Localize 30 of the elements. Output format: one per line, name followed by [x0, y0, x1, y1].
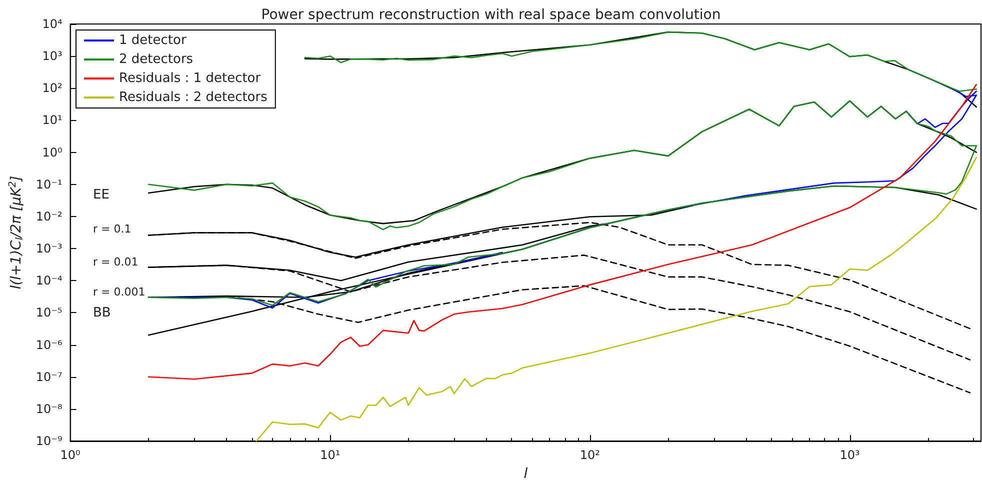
- annotation: r = 0.01: [93, 256, 138, 268]
- legend-label: Residuals : 1 detector: [119, 71, 262, 86]
- legend-label: 1 detector: [119, 33, 187, 48]
- chart-title: Power spectrum reconstruction with real space beam convolution: [261, 7, 721, 23]
- x-tick-label: 10³: [840, 448, 860, 462]
- annotation: r = 0.1: [93, 222, 132, 236]
- y-axis-title: l(l+1)Cl/2π [μK2]: [8, 176, 26, 290]
- annotation: r = 0.001: [93, 286, 146, 298]
- y-tick-label: 10⁻¹: [36, 177, 62, 192]
- y-tick-label: 10⁻⁸: [36, 402, 62, 416]
- annotation: BB: [93, 306, 111, 320]
- annotation: EE: [93, 188, 110, 202]
- legend-label: 2 detectors: [119, 52, 194, 67]
- y-tick-label: 10¹: [42, 113, 62, 128]
- x-tick-label: 10²: [580, 448, 600, 462]
- legend-label: Residuals : 2 detectors: [119, 90, 268, 105]
- y-tick-label: 10⁻⁵: [36, 306, 62, 320]
- x-tick-label: 10¹: [320, 448, 340, 462]
- y-tick-label: 10⁻²: [36, 209, 62, 224]
- y-tick-label: 10⁻³: [36, 242, 62, 256]
- x-tick-label: 10⁰: [60, 448, 81, 462]
- y-tick-label: 10⁻⁶: [36, 338, 62, 352]
- y-tick-label: 10²: [42, 81, 62, 96]
- y-tick-label: 10³: [42, 49, 62, 64]
- y-tick-label: 10⁻⁷: [36, 370, 62, 384]
- x-axis-title: l: [524, 466, 528, 482]
- y-tick-label: 10⁻⁴: [36, 274, 62, 288]
- y-tick-label: 10⁰: [42, 145, 62, 160]
- y-tick-label: 10⁴: [42, 17, 62, 31]
- y-tick-label: 10⁻⁹: [36, 434, 62, 448]
